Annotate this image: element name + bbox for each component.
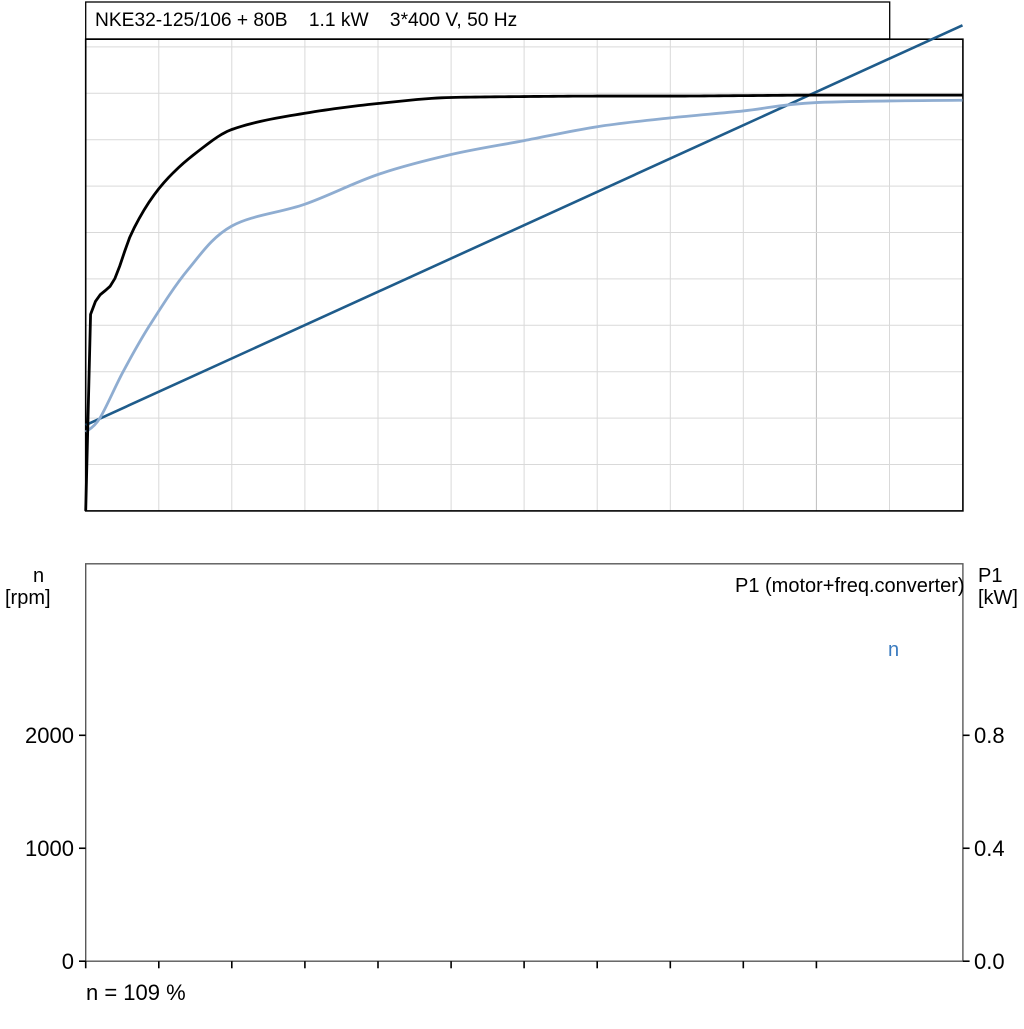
svg-text:n = 109 %: n = 109 % (86, 980, 186, 1005)
svg-text:0.4: 0.4 (974, 836, 1005, 861)
svg-text:0.8: 0.8 (974, 723, 1005, 748)
svg-text:[kW]: [kW] (978, 587, 1018, 609)
svg-text:0: 0 (62, 949, 74, 974)
svg-text:n: n (888, 639, 899, 661)
svg-text:P1: P1 (978, 565, 1002, 587)
svg-text:NKE32-125/106 + 80B 1.1 kW: NKE32-125/106 + 80B 1.1 kW 3*400 V, 50 H… (95, 10, 517, 31)
svg-text:0.0: 0.0 (974, 949, 1005, 974)
svg-text:1000: 1000 (25, 836, 74, 861)
svg-text:P1 (motor+freq.converter): P1 (motor+freq.converter) (735, 575, 965, 597)
svg-text:[rpm]: [rpm] (5, 587, 51, 609)
svg-text:n: n (33, 565, 44, 587)
svg-text:2000: 2000 (25, 723, 74, 748)
